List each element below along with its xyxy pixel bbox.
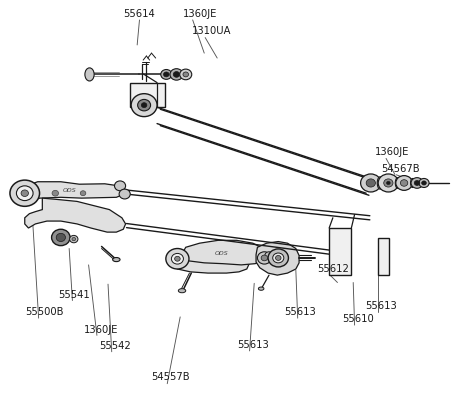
Circle shape xyxy=(413,180,419,185)
Text: 55613: 55613 xyxy=(364,301,396,311)
Ellipse shape xyxy=(410,178,413,187)
Ellipse shape xyxy=(394,178,399,188)
Ellipse shape xyxy=(376,177,382,189)
Circle shape xyxy=(160,69,171,79)
Polygon shape xyxy=(25,198,125,232)
Circle shape xyxy=(360,174,380,192)
Circle shape xyxy=(365,179,375,187)
Circle shape xyxy=(383,179,392,187)
Circle shape xyxy=(272,253,283,263)
Polygon shape xyxy=(256,242,299,275)
Text: 1360JE: 1360JE xyxy=(84,325,119,335)
Circle shape xyxy=(52,190,58,196)
Circle shape xyxy=(169,69,182,80)
Circle shape xyxy=(80,191,86,196)
Circle shape xyxy=(138,99,150,111)
Circle shape xyxy=(400,180,407,186)
Ellipse shape xyxy=(258,287,263,290)
Bar xyxy=(377,238,388,275)
Polygon shape xyxy=(183,240,266,265)
Text: 55610: 55610 xyxy=(341,314,373,324)
Polygon shape xyxy=(24,182,125,201)
Text: ODS: ODS xyxy=(63,188,77,193)
Circle shape xyxy=(268,249,288,267)
Circle shape xyxy=(165,249,188,269)
Circle shape xyxy=(163,72,169,77)
Text: 55541: 55541 xyxy=(58,290,89,300)
Ellipse shape xyxy=(85,68,94,81)
Bar xyxy=(328,228,350,275)
Circle shape xyxy=(174,256,180,261)
Circle shape xyxy=(179,69,191,80)
Polygon shape xyxy=(174,251,249,273)
Circle shape xyxy=(51,229,70,246)
Circle shape xyxy=(410,178,422,188)
Circle shape xyxy=(377,174,398,192)
Circle shape xyxy=(72,238,75,241)
Circle shape xyxy=(421,181,425,185)
Circle shape xyxy=(56,233,65,242)
Text: 1310UA: 1310UA xyxy=(191,26,231,36)
Circle shape xyxy=(171,254,183,264)
Text: 55613: 55613 xyxy=(237,339,268,350)
Circle shape xyxy=(395,175,412,190)
Text: 54557B: 54557B xyxy=(151,372,190,383)
Circle shape xyxy=(141,103,147,108)
Circle shape xyxy=(10,180,39,206)
Circle shape xyxy=(114,181,125,191)
Circle shape xyxy=(280,252,287,259)
Text: 55613: 55613 xyxy=(284,307,316,317)
Text: 54567B: 54567B xyxy=(381,164,419,173)
Text: 1360JE: 1360JE xyxy=(374,147,408,157)
Circle shape xyxy=(16,186,33,201)
Circle shape xyxy=(182,72,188,77)
Circle shape xyxy=(418,178,428,187)
Text: 55614: 55614 xyxy=(123,9,155,19)
Circle shape xyxy=(386,181,389,185)
Circle shape xyxy=(271,251,282,261)
Text: ODS: ODS xyxy=(214,252,228,256)
Text: 55500B: 55500B xyxy=(25,307,64,317)
Circle shape xyxy=(131,94,156,117)
Circle shape xyxy=(257,252,271,264)
Circle shape xyxy=(275,256,281,261)
Ellipse shape xyxy=(113,258,120,262)
Circle shape xyxy=(264,252,273,259)
Ellipse shape xyxy=(178,289,185,293)
Text: 1360JE: 1360JE xyxy=(182,9,216,19)
Text: 55542: 55542 xyxy=(100,341,131,351)
Bar xyxy=(130,83,164,107)
Circle shape xyxy=(69,236,78,243)
Text: 55612: 55612 xyxy=(316,264,348,274)
Circle shape xyxy=(119,189,130,199)
Circle shape xyxy=(261,255,267,261)
Circle shape xyxy=(173,72,179,77)
Circle shape xyxy=(21,190,28,196)
